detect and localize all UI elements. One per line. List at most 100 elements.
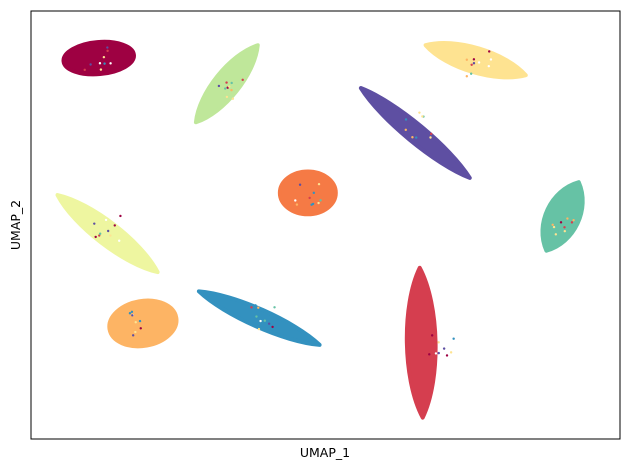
cluster-8-outlier-point xyxy=(144,334,148,338)
cluster-10-points xyxy=(404,265,438,420)
cluster-10-outlier-point xyxy=(430,334,434,337)
cluster-3-outlier-point xyxy=(487,64,491,68)
cluster-2-outlier-point xyxy=(230,81,233,85)
cluster-7-outlier-point xyxy=(94,235,97,239)
cluster-1-outlier-point xyxy=(99,68,103,71)
cluster-6-outlier-point xyxy=(557,212,560,215)
cluster-6-points xyxy=(540,180,585,253)
cluster-3-outlier-point xyxy=(488,50,491,53)
cluster-1-outlier-point xyxy=(89,63,92,66)
cluster-6-outlier-point xyxy=(554,233,558,236)
cluster-9-outlier-point xyxy=(273,306,276,309)
cluster-7-outlier-point xyxy=(113,224,116,227)
cluster-2-outlier-point xyxy=(225,81,228,84)
cluster-10-outlier-point xyxy=(437,341,440,344)
cluster-9-outlier-point xyxy=(257,306,260,309)
cluster-5-outlier-point xyxy=(317,182,321,186)
cluster-4-points xyxy=(358,86,472,180)
cluster-8-outlier-point xyxy=(134,330,137,334)
cluster-1-outlier-point xyxy=(92,63,96,67)
cluster-3-outlier-point xyxy=(489,58,493,61)
cluster-8-outlier-point xyxy=(138,319,142,323)
cluster-7-outlier-point xyxy=(118,239,121,242)
cluster-5-outlier-point xyxy=(298,183,302,186)
cluster-1-outlier-point xyxy=(106,49,109,53)
cluster-5-outlier-point xyxy=(295,203,299,206)
cluster-2-outlier-point xyxy=(231,97,235,100)
cluster-9-outlier-point xyxy=(259,319,262,323)
cluster-9 xyxy=(196,289,322,347)
cluster-6-outlier-point xyxy=(559,221,563,224)
cluster-9-outlier-point xyxy=(267,322,271,325)
cluster-5 xyxy=(277,169,338,217)
cluster-8-outlier-point xyxy=(139,327,142,330)
cluster-10-outlier-point xyxy=(442,347,446,350)
cluster-7-outlier-point xyxy=(93,222,96,225)
cluster-1-points xyxy=(61,39,136,77)
cluster-10-outlier-point xyxy=(443,345,447,348)
cluster-6-outlier-point xyxy=(570,221,574,224)
cluster-3-outlier-point xyxy=(472,58,476,61)
cluster-3-outlier-point xyxy=(477,61,481,64)
cluster-6-outlier-point xyxy=(572,219,575,222)
cluster-2-outlier-point xyxy=(224,87,227,90)
cluster-10-outlier-point xyxy=(434,352,438,355)
cluster-4-outlier-point xyxy=(429,132,433,136)
cluster-2-outlier-point xyxy=(228,85,231,88)
cluster-7-outlier-point xyxy=(106,229,110,233)
cluster-9-outlier-point xyxy=(271,325,274,329)
cluster-7-outlier-point xyxy=(98,234,101,237)
cluster-4-outlier-point xyxy=(425,125,428,128)
cluster-7-outlier-point xyxy=(104,218,108,222)
cluster-8-points xyxy=(107,298,179,349)
cluster-5-outlier-point xyxy=(317,201,320,205)
cluster-5-outlier-point xyxy=(294,199,297,202)
cluster-1-outlier-point xyxy=(98,62,102,65)
cluster-5-outlier-point xyxy=(308,196,311,200)
cluster-8-outlier-point xyxy=(134,321,137,324)
cluster-8-outlier-point xyxy=(131,314,134,317)
cluster-9-outlier-point xyxy=(257,327,261,331)
cluster-8-outlier-point xyxy=(128,312,132,315)
cluster-layer xyxy=(55,39,585,420)
cluster-3-points xyxy=(423,41,528,80)
cluster-6-outlier-point xyxy=(551,223,554,226)
cluster-7-outlier-point xyxy=(109,234,112,237)
cluster-6 xyxy=(540,180,585,253)
cluster-4-outlier-point xyxy=(418,111,421,114)
cluster-9-outlier-point xyxy=(263,319,267,322)
cluster-2-outlier-point xyxy=(230,88,233,92)
cluster-9-points xyxy=(196,289,322,347)
cluster-2-outlier-point xyxy=(225,95,229,99)
cluster-10-outlier-point xyxy=(452,337,455,340)
cluster-10-outlier-point xyxy=(437,351,440,355)
cluster-3-outlier-point xyxy=(469,72,473,75)
cluster-6-outlier-point xyxy=(563,226,566,229)
cluster-10-outlier-point xyxy=(449,351,453,354)
cluster-8-outlier-point xyxy=(130,310,134,314)
plot-area xyxy=(30,10,621,440)
cluster-4 xyxy=(358,86,472,180)
cluster-8 xyxy=(107,298,179,349)
cluster-6-outlier-point xyxy=(566,217,569,220)
cluster-5-outlier-point xyxy=(312,191,316,195)
y-axis-label: UMAP_2 xyxy=(8,200,23,250)
cluster-1-outlier-point xyxy=(109,62,112,65)
cluster-10-outlier-point xyxy=(428,353,431,356)
cluster-4-outlier-point xyxy=(429,136,432,139)
x-axis-label: UMAP_1 xyxy=(300,445,350,460)
cluster-7-points xyxy=(55,193,160,275)
cluster-5-outlier-point xyxy=(311,202,315,206)
cluster-2-outlier-point xyxy=(241,78,244,82)
cluster-2-points xyxy=(193,43,260,125)
cluster-2 xyxy=(193,43,260,125)
cluster-6-outlier-point xyxy=(563,229,567,233)
cluster-3-outlier-point xyxy=(472,62,476,65)
cluster-4-outlier-point xyxy=(415,136,418,139)
cluster-10 xyxy=(404,265,455,420)
cluster-1-outlier-point xyxy=(103,62,106,65)
cluster-9-outlier-point xyxy=(250,306,253,309)
cluster-2-outlier-point xyxy=(217,84,221,88)
cluster-3 xyxy=(423,41,528,80)
